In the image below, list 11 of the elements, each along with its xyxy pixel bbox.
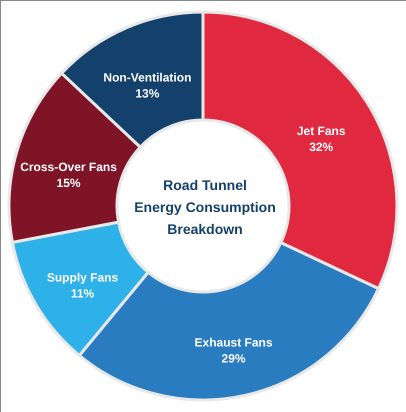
slice-label: Jet Fans <box>296 124 346 138</box>
data-label: 15% <box>56 176 81 190</box>
text: Road Tunnel Energy Consumption Breakdown <box>134 177 276 237</box>
slice-label: Cross-Over Fans <box>20 160 118 174</box>
data-label: 13% <box>135 86 160 101</box>
slice-label: Supply Fans <box>46 270 118 284</box>
data-label: 32% <box>309 140 334 154</box>
data-label: 11% <box>70 286 94 300</box>
data-label: 29% <box>222 352 246 366</box>
slice-label: Exhaust Fans <box>194 336 273 350</box>
slice-label: Non-Ventilation <box>103 70 192 85</box>
